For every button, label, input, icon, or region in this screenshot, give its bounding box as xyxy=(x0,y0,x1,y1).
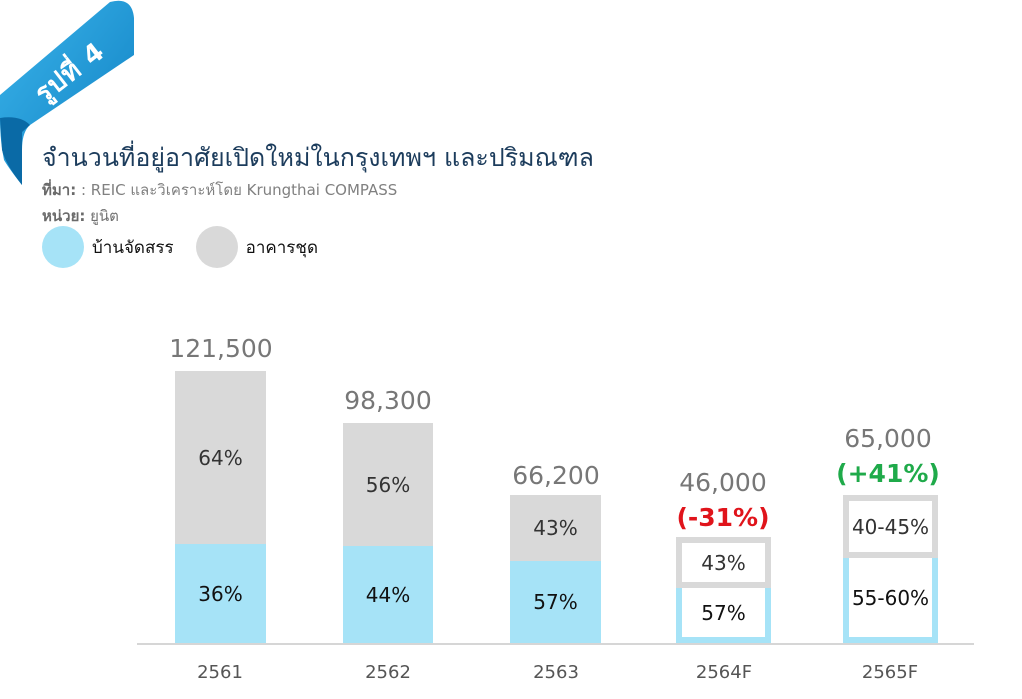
condo-segment: 40-45% xyxy=(843,495,938,558)
house-segment: 44% xyxy=(343,546,433,643)
source-label: ที่มา: xyxy=(42,181,77,199)
unit-label: หน่วย: xyxy=(42,207,86,225)
total-label: 98,300 xyxy=(344,386,432,415)
chart-title: จำนวนที่อยู่อาศัยเปิดใหม่ในกรุงเทพฯ และป… xyxy=(42,143,594,172)
x-tick-label: 2561 xyxy=(197,662,243,683)
legend-swatch-condo-icon xyxy=(195,226,238,268)
house-segment: 57% xyxy=(510,561,601,643)
source-text: : REIC และวิเคราะห์โดย Krungthai COMPASS xyxy=(76,181,398,199)
legend-label: อาคารชุด xyxy=(245,237,318,258)
condo-segment: 64% xyxy=(175,371,266,544)
total-label: 121,500 xyxy=(169,334,273,363)
condo-segment: 43% xyxy=(676,537,771,588)
ribbon-icon xyxy=(0,0,134,186)
house-segment: 57% xyxy=(676,588,771,643)
total-label: 65,000 xyxy=(844,424,932,453)
house-segment: 36% xyxy=(175,544,266,643)
condo-segment: 43% xyxy=(510,495,601,561)
total-label: 66,200 xyxy=(512,461,600,490)
x-tick-label: 2562 xyxy=(365,662,411,683)
x-tick-label: 2563 xyxy=(533,662,579,683)
total-label: 46,000 xyxy=(679,468,767,497)
x-tick-label: 2564F xyxy=(695,662,753,683)
x-tick-label: 2565F xyxy=(861,662,919,683)
source-note: ที่มา: : REIC และวิเคราะห์โดย Krungthai … xyxy=(42,178,397,202)
change-label-positive: (+41%) xyxy=(836,459,940,488)
bar-2564F: 43% 57% xyxy=(676,537,771,643)
house-segment: 55-60% xyxy=(843,558,938,643)
change-label-negative: (-31%) xyxy=(676,503,770,532)
bar-2563: 43% 57% xyxy=(510,495,601,643)
legend-swatch-house-icon xyxy=(42,226,84,268)
unit-text: ยูนิต xyxy=(85,207,119,225)
legend: บ้านจัดสรร อาคารชุด xyxy=(42,226,340,268)
condo-segment: 56% xyxy=(343,423,433,546)
x-axis-line xyxy=(137,643,974,645)
bar-2565F: 40-45% 55-60% xyxy=(843,495,938,643)
bar-2562: 56% 44% xyxy=(343,423,433,643)
unit-note: หน่วย: ยูนิต xyxy=(42,204,119,228)
legend-label: บ้านจัดสรร xyxy=(92,237,174,258)
bar-2561: 64% 36% xyxy=(175,371,266,643)
figure-badge: รูปที่ 4 xyxy=(0,0,140,190)
legend-item-condo: อาคารชุด xyxy=(195,226,318,268)
legend-item-house: บ้านจัดสรร xyxy=(42,226,174,268)
